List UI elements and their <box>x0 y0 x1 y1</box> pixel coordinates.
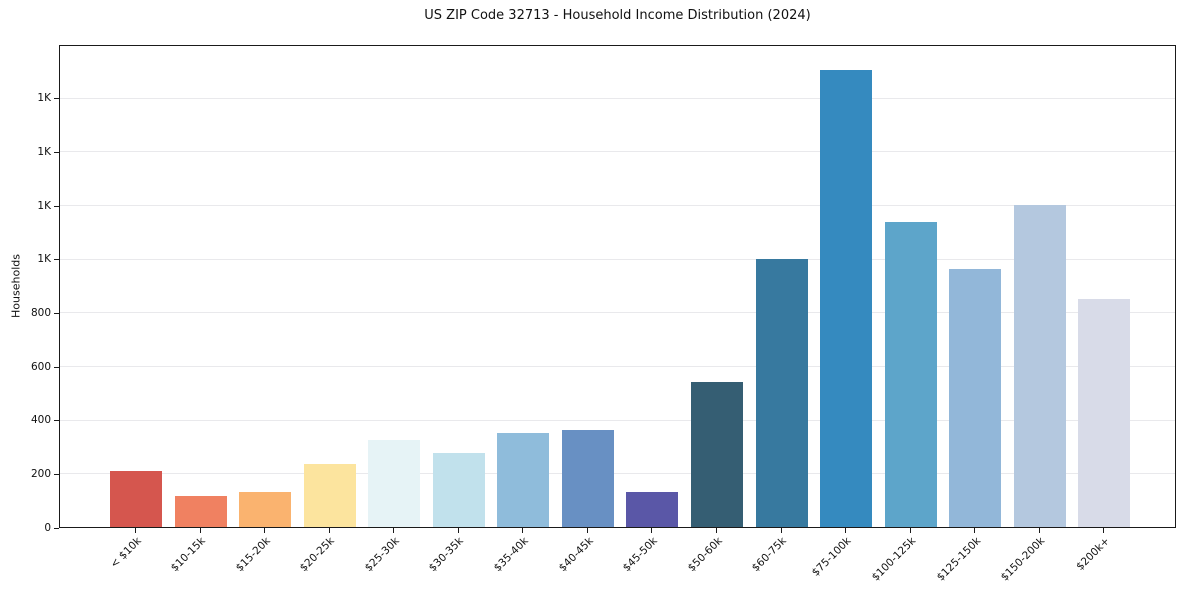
y-tick-label: 800 <box>30 306 51 319</box>
chart-title: US ZIP Code 32713 - Household Income Dis… <box>424 8 811 23</box>
gridline <box>60 366 1175 367</box>
x-axis-tick <box>651 528 653 533</box>
bar <box>755 258 808 527</box>
y-tick-label: 400 <box>30 414 51 427</box>
y-tick-label: 1K <box>37 145 51 158</box>
x-axis-tick <box>1103 528 1105 533</box>
bar <box>239 492 292 527</box>
y-tick-label: 200 <box>30 467 51 480</box>
gridline <box>60 473 1175 475</box>
y-tick-label: 1K <box>37 92 51 105</box>
x-axis-tick <box>328 528 330 533</box>
gridline <box>60 419 1175 421</box>
y-tick-label: 0 <box>44 521 51 534</box>
x-tick-label-text: $200k+ <box>1073 535 1112 573</box>
y-tick-label: 600 <box>30 360 51 373</box>
y-tick-label: 1K <box>37 199 51 212</box>
bar <box>110 470 162 527</box>
y-axis-tick <box>54 259 59 261</box>
bar <box>1013 205 1066 527</box>
bar <box>820 69 873 527</box>
x-axis-tick <box>845 528 847 533</box>
x-tick-label: $200k+ <box>973 535 1112 573</box>
bar <box>884 222 937 527</box>
gridline <box>60 97 1175 99</box>
x-axis-tick <box>135 528 136 533</box>
gridline <box>60 151 1175 153</box>
bar <box>561 430 614 527</box>
x-axis-tick <box>1038 528 1040 533</box>
bar <box>497 433 550 527</box>
bar <box>949 269 1002 527</box>
x-axis-tick <box>264 528 266 533</box>
x-axis-tick <box>522 528 524 533</box>
y-axis-tick <box>54 205 59 207</box>
bar <box>690 382 743 527</box>
gridline <box>60 205 1175 206</box>
bar <box>368 439 421 527</box>
x-axis-tick <box>715 528 717 533</box>
y-axis-tick <box>54 473 59 475</box>
x-axis-tick <box>393 528 395 533</box>
x-axis-tick <box>199 528 201 533</box>
x-axis-tick <box>586 528 588 533</box>
bar <box>432 453 485 527</box>
y-tick-label: 1K <box>37 253 51 266</box>
x-axis-tick <box>780 528 782 533</box>
y-axis-tick <box>54 420 59 422</box>
bar <box>626 492 679 527</box>
x-axis-tick <box>974 528 976 533</box>
y-axis-tick <box>54 312 59 314</box>
bar <box>174 496 227 527</box>
y-axis-tick <box>54 527 59 529</box>
x-axis-tick <box>457 528 459 533</box>
x-axis-tick <box>909 528 911 533</box>
y-axis-tick <box>54 98 59 100</box>
bar <box>1078 298 1131 527</box>
y-axis-tick <box>54 151 59 153</box>
gridline <box>60 258 1175 260</box>
plot-area <box>59 45 1176 528</box>
y-axis-tick <box>54 366 59 368</box>
gridline <box>60 312 1175 314</box>
bar <box>303 463 356 527</box>
